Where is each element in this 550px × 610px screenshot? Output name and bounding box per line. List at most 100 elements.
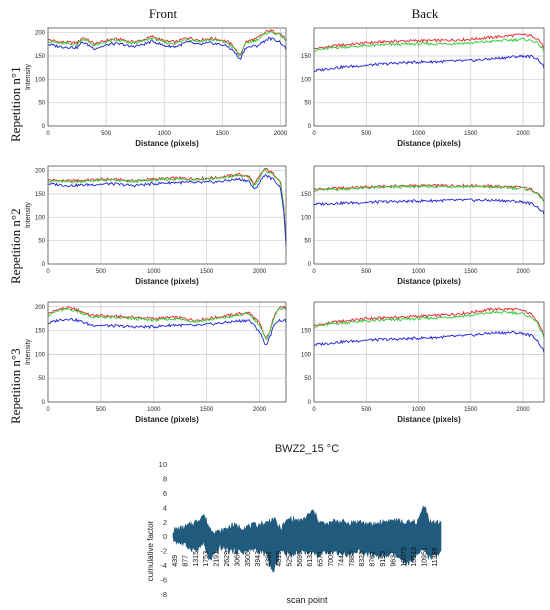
x-tick-label: 0 xyxy=(312,407,316,413)
x-tick-label: 877 xyxy=(182,555,189,567)
x-tick-label: 9199 xyxy=(380,551,387,567)
y-axis-label: Intensity xyxy=(25,63,32,90)
y-tick-label: 200 xyxy=(35,31,46,37)
x-tick-label: 4381 xyxy=(266,551,273,567)
y-tick-label: 50 xyxy=(304,239,311,245)
x-axis-label: Distance (pixels) xyxy=(135,139,199,148)
x-tick-label: 6571 xyxy=(318,551,325,567)
x-tick-label: 1000 xyxy=(412,131,426,137)
back-header: Back xyxy=(411,6,439,21)
x-tick-label: 1500 xyxy=(216,131,230,137)
y-tick-label: 100 xyxy=(301,77,312,83)
x-tick-label: 10075 xyxy=(401,547,408,567)
x-tick-label: 500 xyxy=(96,407,107,413)
x-tick-label: 3067 xyxy=(234,551,241,567)
red-series-line xyxy=(313,307,545,335)
x-tick-label: 500 xyxy=(361,407,372,413)
y-tick-label: 6 xyxy=(163,489,167,498)
x-tick-label: 0 xyxy=(46,407,50,413)
chart-rep2-back: 0 500 1000 1500 2000 0 50 100 150 Distance (pixel… xyxy=(301,165,545,286)
x-tick-label: 1500 xyxy=(464,131,478,137)
blue-series-line xyxy=(47,317,287,346)
x-tick-label: 1000 xyxy=(412,407,426,413)
y-tick-label: 50 xyxy=(38,101,45,107)
y-tick-label: 4 xyxy=(163,503,167,512)
x-axis-label: Distance (pixels) xyxy=(135,415,199,424)
red-series-line xyxy=(47,305,287,339)
chart-rep1-front: 0 500 1000 1500 2000 0 50 100 150 200 Distance (pi… xyxy=(25,27,288,148)
x-tick-label: 7447 xyxy=(338,551,345,567)
x-tick-label: 1315 xyxy=(193,551,200,567)
x-tick-label: 2629 xyxy=(224,551,231,567)
y-tick-label: -2 xyxy=(160,547,167,556)
y-tick-label: 150 xyxy=(35,54,46,60)
x-tick-label: 5695 xyxy=(297,551,304,567)
x-tick-label: 1753 xyxy=(203,551,210,567)
x-axis-label: Distance (pixels) xyxy=(135,277,199,286)
plot-frame xyxy=(47,27,287,127)
x-tick-label: 10513 xyxy=(411,547,418,567)
green-series-line xyxy=(313,37,545,53)
red-series-line xyxy=(47,29,287,55)
y-tick-label: -4 xyxy=(160,561,167,570)
x-tick-label: 500 xyxy=(361,269,372,275)
x-tick-label: 2000 xyxy=(516,269,530,275)
x-tick-label: 11389 xyxy=(432,548,439,567)
y-tick-label: 100 xyxy=(35,215,46,221)
x-tick-label: 1000 xyxy=(147,269,161,275)
chart-bwz2: BWZ2_15 °C -8 -6 -4 -2 0 2 4 6 8 10 439 877 1315 1753 2… xyxy=(146,443,442,605)
x-tick-label: 4819 xyxy=(276,551,283,567)
x-tick-label: 3505 xyxy=(245,551,252,567)
plot-frame xyxy=(313,165,545,265)
x-tick-label: 2191 xyxy=(214,551,221,567)
plot-frame xyxy=(47,165,287,265)
x-tick-label: 9637 xyxy=(390,551,397,567)
x-tick-label: 8323 xyxy=(359,551,366,567)
x-axis-label: Distance (pixels) xyxy=(397,415,461,424)
plot-frame xyxy=(47,301,287,403)
y-tick-label: -8 xyxy=(160,590,167,599)
x-tick-label: 1000 xyxy=(158,131,172,137)
y-tick-label: 8 xyxy=(163,474,167,483)
y-tick-label: 10 xyxy=(159,460,167,469)
x-tick-label: 2000 xyxy=(274,131,288,137)
green-series-line xyxy=(47,30,287,57)
x-tick-label: 3943 xyxy=(255,551,262,567)
green-series-line xyxy=(313,184,545,203)
y-tick-label: 50 xyxy=(38,376,45,382)
y-tick-label: 150 xyxy=(35,192,46,198)
x-tick-label: 1500 xyxy=(464,269,478,275)
blue-series-line xyxy=(313,330,545,354)
x-tick-label: 1000 xyxy=(147,407,161,413)
y-tick-label: 100 xyxy=(35,352,46,358)
y-tick-label: 2 xyxy=(163,518,167,527)
y-tick-label: 150 xyxy=(301,54,312,60)
y-tick-label: 0 xyxy=(42,124,46,130)
x-tick-label: 500 xyxy=(361,131,372,137)
y-tick-label: 50 xyxy=(304,376,311,382)
chart-rep3-front: 0 500 1000 1500 2000 0 50 100 150 200 Distance (pi… xyxy=(25,301,287,424)
chart-title: BWZ2_15 °C xyxy=(275,443,339,455)
green-series-line xyxy=(313,310,545,339)
y-tick-label: 100 xyxy=(35,77,46,83)
x-tick-label: 5257 xyxy=(286,551,293,567)
x-tick-label: 6133 xyxy=(307,551,314,567)
y-tick-label: 0 xyxy=(308,262,312,268)
x-tick-label: 500 xyxy=(101,131,112,137)
x-tick-label: 500 xyxy=(96,269,107,275)
x-tick-label: 8761 xyxy=(370,551,377,567)
x-tick-label: 1500 xyxy=(200,269,214,275)
blue-series-line xyxy=(313,54,545,72)
x-tick-label: 2000 xyxy=(516,407,530,413)
y-tick-label: 100 xyxy=(301,352,312,358)
green-series-line xyxy=(47,306,287,341)
y-tick-label: -6 xyxy=(160,576,167,585)
y-tick-label: 0 xyxy=(308,400,312,406)
x-tick-label: 439 xyxy=(172,555,179,567)
y-axis-label: Intensity xyxy=(25,201,32,228)
y-tick-label: 50 xyxy=(38,239,45,245)
plot-frame xyxy=(313,301,545,403)
blue-series-line xyxy=(47,173,287,247)
x-tick-label: 7885 xyxy=(349,551,356,567)
y-tick-label: 0 xyxy=(163,532,167,541)
